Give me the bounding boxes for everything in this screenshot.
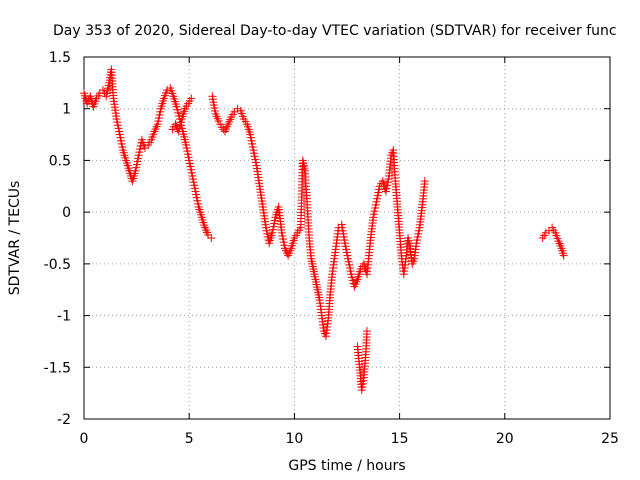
data-point-189 <box>217 123 226 132</box>
chart-title: Day 353 of 2020, Sidereal Day-to-day VTE… <box>53 23 617 39</box>
y-tick-label-1: -1.5 <box>44 360 71 376</box>
y-tick-label-4: 0 <box>62 205 71 221</box>
data-point-159 <box>207 234 216 242</box>
x-tick-label-1: 5 <box>185 431 194 447</box>
data-point-632 <box>559 251 568 260</box>
x-tick-label-2: 10 <box>285 431 303 447</box>
data-point-177 <box>187 94 196 103</box>
plot-frame <box>83 56 611 420</box>
x-tick-label-3: 15 <box>391 431 409 447</box>
data-point-616 <box>362 327 371 336</box>
y-axis-label: SDTVAR / TECUs <box>7 181 23 296</box>
x-tick-label-0: 0 <box>80 431 89 447</box>
y-tick-label-0: -2 <box>57 412 71 428</box>
y-tick-label-2: -1 <box>57 309 71 325</box>
grid-lines <box>84 57 610 419</box>
y-tick-label-6: 1 <box>62 102 71 118</box>
x-axis-label: GPS time / hours <box>288 458 405 474</box>
axis-ticks: 0 5 10 15 20 25 -2 -1.5 -1 -0.5 0 0.5 1 1.5 <box>44 50 619 447</box>
y-tick-label-7: 1.5 <box>49 50 71 66</box>
x-tick-label-5: 25 <box>601 431 619 447</box>
y-tick-label-5: 0.5 <box>49 153 71 169</box>
data-point-580 <box>420 177 429 186</box>
y-tick-label-3: -0.5 <box>44 257 71 273</box>
x-tick-label-4: 20 <box>496 431 514 447</box>
data-points <box>80 65 568 395</box>
